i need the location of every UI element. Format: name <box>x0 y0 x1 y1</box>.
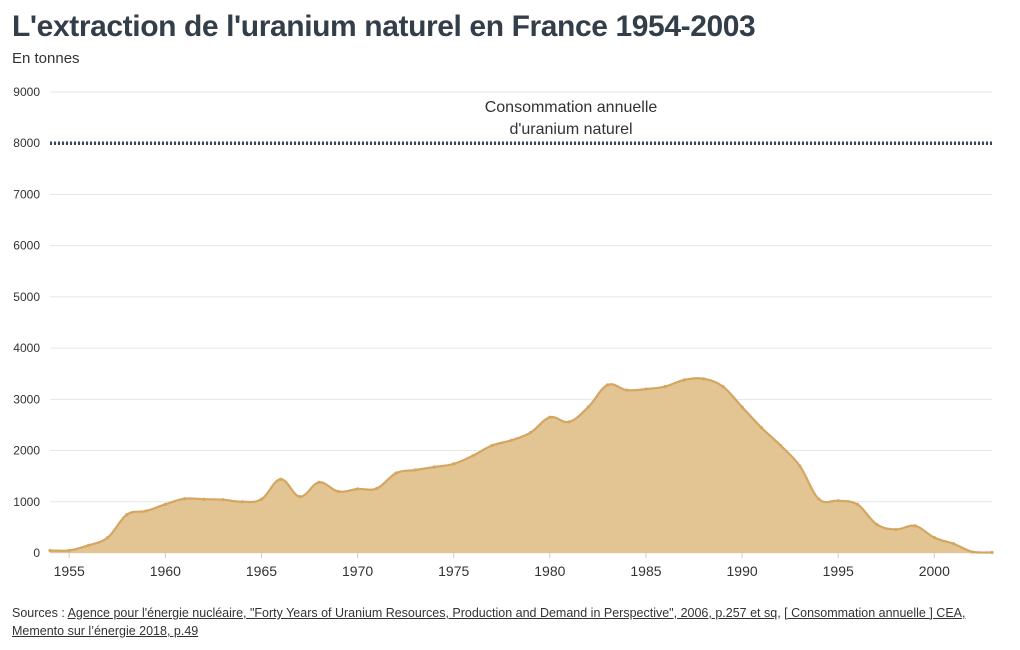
data-point-1972 <box>394 471 398 475</box>
data-point-1994 <box>817 497 821 501</box>
y-tick-label-0: 0 <box>33 546 40 560</box>
chart-subtitle: En tonnes <box>12 50 80 67</box>
y-tick-label-8000: 8000 <box>13 136 40 150</box>
data-point-1987 <box>682 378 687 382</box>
data-point-1959 <box>144 509 148 513</box>
data-point-2003 <box>990 550 994 555</box>
data-point-1995 <box>836 499 840 503</box>
data-point-1966 <box>279 477 283 481</box>
data-point-1981 <box>567 420 571 424</box>
x-tick-label-1990: 1990 <box>727 563 758 579</box>
x-tick-label-1960: 1960 <box>150 563 181 579</box>
data-point-1963 <box>221 498 225 502</box>
data-point-1973 <box>413 468 417 472</box>
data-point-2002 <box>971 550 975 554</box>
data-point-1956 <box>86 543 91 547</box>
data-point-1997 <box>875 522 879 526</box>
data-point-1991 <box>759 425 763 430</box>
x-tick-label-1980: 1980 <box>534 563 565 579</box>
data-point-1993 <box>798 464 802 468</box>
data-point-1962 <box>202 497 206 501</box>
y-tick-label-9000: 9000 <box>13 85 40 99</box>
data-point-1990 <box>740 405 744 409</box>
area-fill <box>50 378 992 553</box>
y-tick-label-3000: 3000 <box>13 392 40 406</box>
x-tick-label-1985: 1985 <box>630 563 661 579</box>
data-point-1984 <box>625 388 629 392</box>
data-point-1989 <box>721 384 725 389</box>
data-point-1975 <box>452 462 456 466</box>
y-tick-label-1000: 1000 <box>13 495 40 509</box>
data-point-1960 <box>163 502 167 506</box>
x-tick-label-1955: 1955 <box>54 563 85 579</box>
data-point-1955 <box>67 548 71 553</box>
data-point-1971 <box>375 486 379 491</box>
x-tick-label-1975: 1975 <box>438 563 469 579</box>
data-point-1996 <box>855 502 860 506</box>
source-link-cea[interactable]: [ Consommation annuelle ] CEA, Memento s… <box>12 606 966 638</box>
data-point-1976 <box>471 454 475 458</box>
data-point-1958 <box>125 512 129 517</box>
data-point-1988 <box>702 377 706 381</box>
x-tick-label-1965: 1965 <box>246 563 277 579</box>
data-point-1982 <box>586 405 590 409</box>
series-line <box>49 377 993 554</box>
data-point-1974 <box>432 465 437 469</box>
source-link-nea[interactable]: Agence pour l'énergie nucléaire, "Forty … <box>67 606 778 620</box>
data-point-2001 <box>951 542 956 546</box>
data-point-1977 <box>490 443 494 448</box>
area-chart: 0 1000 2000 3000 4000 5000 6000 7000 8000 9000 195… <box>13 85 994 579</box>
data-point-1967 <box>298 495 302 499</box>
annotation-label-line1: Consommation annuelle <box>485 99 658 116</box>
data-point-1970 <box>355 487 360 491</box>
x-tick-label-1970: 1970 <box>342 563 373 579</box>
y-tick-label-5000: 5000 <box>13 290 40 304</box>
data-point-2000 <box>932 536 936 540</box>
data-point-1985 <box>644 387 648 391</box>
chart-title: L'extraction de l'uranium naturel en Fra… <box>12 10 756 43</box>
annotation-label-line2: d'uranium naturel <box>509 121 632 138</box>
data-point-1979 <box>529 431 533 435</box>
data-point-1999 <box>913 524 917 528</box>
data-point-1969 <box>336 489 340 494</box>
y-tick-label-7000: 7000 <box>13 187 40 201</box>
data-point-1983 <box>605 383 610 387</box>
data-point-1957 <box>106 536 110 540</box>
x-tick-label-1995: 1995 <box>823 563 854 579</box>
data-point-1978 <box>509 438 513 442</box>
data-point-1964 <box>240 500 244 504</box>
source-note: Sources : Agence pour l'énergie nucléair… <box>12 604 1002 640</box>
data-point-1965 <box>259 497 264 501</box>
data-point-1968 <box>317 480 321 484</box>
data-point-1986 <box>663 384 667 389</box>
y-tick-label-4000: 4000 <box>13 341 40 355</box>
data-point-1992 <box>778 443 783 448</box>
y-tick-label-6000: 6000 <box>13 239 40 253</box>
source-prefix: Sources : <box>12 606 68 620</box>
data-point-1998 <box>894 527 898 532</box>
y-tick-label-2000: 2000 <box>13 444 40 458</box>
data-point-1961 <box>182 497 187 501</box>
x-tick-label-2000: 2000 <box>919 563 950 579</box>
source-separator: , <box>777 606 785 620</box>
data-point-1980 <box>548 415 552 419</box>
data-point-1954 <box>48 548 52 553</box>
